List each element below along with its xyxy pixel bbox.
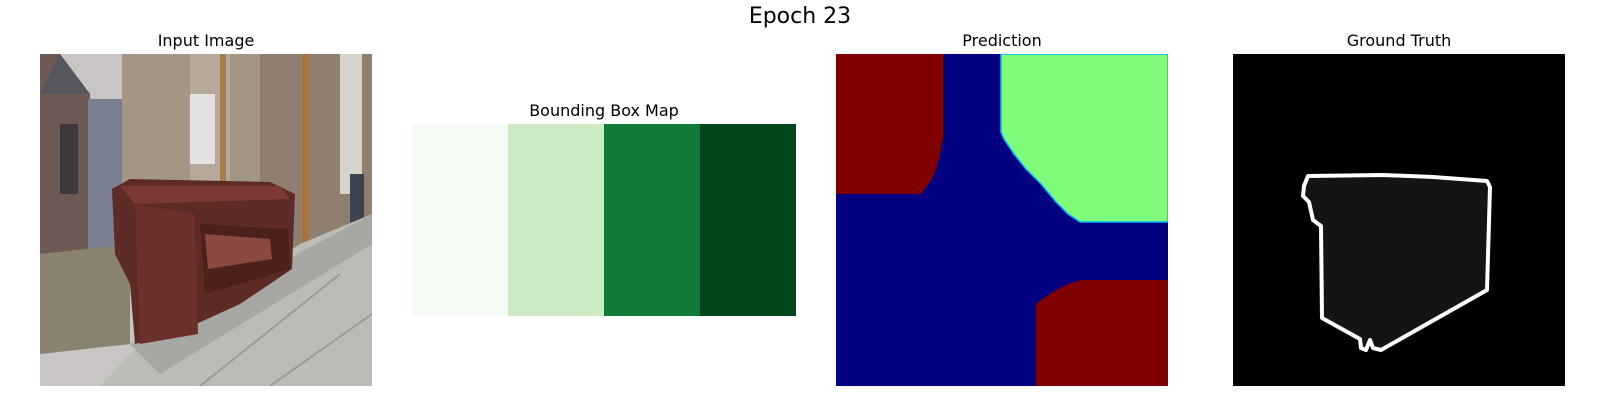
bbox-map bbox=[412, 124, 796, 316]
bbox-band bbox=[412, 124, 509, 316]
prediction-title: Prediction bbox=[962, 31, 1042, 50]
input-image bbox=[40, 54, 372, 386]
bbox-band bbox=[508, 124, 605, 316]
prediction-region-top-right bbox=[1000, 54, 1168, 223]
figure-title: Epoch 23 bbox=[748, 4, 852, 29]
ground-truth-mask bbox=[1301, 173, 1492, 352]
input-image-title: Input Image bbox=[157, 31, 255, 50]
prediction-region-top-left bbox=[836, 54, 943, 194]
bbox-band bbox=[604, 124, 701, 316]
prediction-map bbox=[836, 54, 1168, 386]
ground-truth-title: Ground Truth bbox=[1346, 31, 1452, 50]
bbox-band bbox=[700, 124, 796, 316]
prediction-region-bottom-right bbox=[1036, 280, 1168, 386]
bbox-map-title: Bounding Box Map bbox=[529, 101, 679, 120]
ground-truth-map bbox=[1233, 54, 1565, 386]
